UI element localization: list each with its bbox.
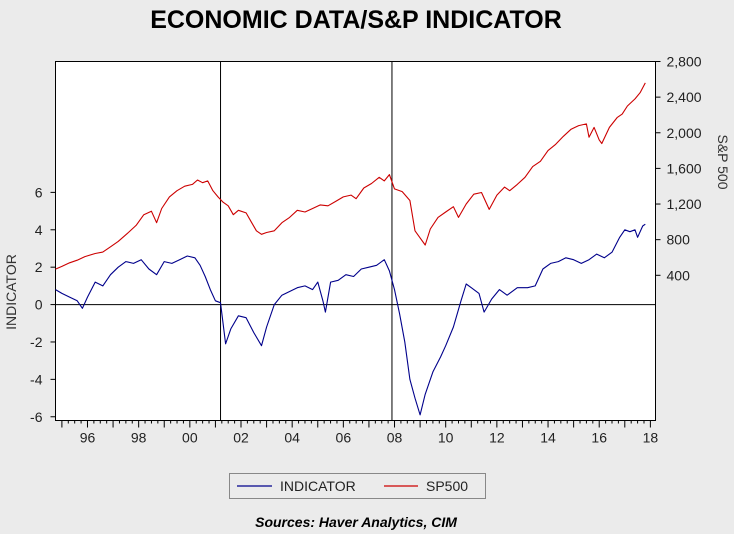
left-tick-label: 2 (35, 259, 43, 275)
x-tick-label: 14 (540, 430, 556, 446)
x-tick-label: 10 (438, 430, 454, 446)
right-tick-label: 2,000 (667, 125, 702, 141)
x-tick-label: 12 (489, 430, 505, 446)
left-tick-label: 6 (35, 184, 43, 200)
chart-title: ECONOMIC DATA/S&P INDICATOR (150, 6, 562, 34)
left-tick-label: -6 (30, 409, 43, 425)
left-tick-label: -4 (30, 371, 43, 387)
reference-lines (55, 61, 656, 421)
source-note: Sources: Haver Analytics, CIM (255, 514, 457, 530)
left-axis-label: INDICATOR (3, 254, 19, 330)
left-tick-label: 4 (35, 222, 43, 238)
x-tick-label: 98 (131, 430, 147, 446)
x-tick-label: 00 (182, 430, 198, 446)
legend-box (229, 473, 486, 499)
right-axis: 400 800 1,200 1,600 2,000 2,400 2,800 (655, 54, 702, 283)
x-axis: 96 98 00 02 04 06 08 10 12 14 16 18 (61, 420, 659, 446)
legend: INDICATOR SP500 (229, 473, 486, 499)
left-tick-label: 0 (35, 297, 43, 313)
right-tick-label: 800 (667, 232, 691, 248)
x-tick-label: 96 (80, 430, 96, 446)
right-axis-label: S&P 500 (715, 134, 731, 189)
x-tick-label: 16 (591, 430, 607, 446)
x-tick-label: 02 (233, 430, 249, 446)
right-tick-label: 1,200 (667, 196, 702, 212)
right-tick-label: 400 (667, 267, 691, 283)
x-tick-label: 18 (643, 430, 659, 446)
x-tick-label: 04 (284, 430, 300, 446)
x-tick-label: 06 (336, 430, 352, 446)
x-tick-label: 08 (387, 430, 403, 446)
right-tick-label: 1,600 (667, 160, 702, 176)
legend-label-indicator: INDICATOR (280, 478, 356, 494)
left-axis: -6 -4 -2 0 2 4 6 (30, 184, 56, 425)
series-indicator (55, 223, 646, 416)
plot-area (55, 61, 656, 421)
series-layer (55, 82, 646, 416)
series-sp500 (55, 82, 646, 270)
legend-label-sp500: SP500 (426, 478, 468, 494)
right-tick-label: 2,400 (667, 89, 702, 105)
left-tick-label: -2 (30, 334, 43, 350)
right-tick-label: 2,800 (667, 54, 702, 70)
